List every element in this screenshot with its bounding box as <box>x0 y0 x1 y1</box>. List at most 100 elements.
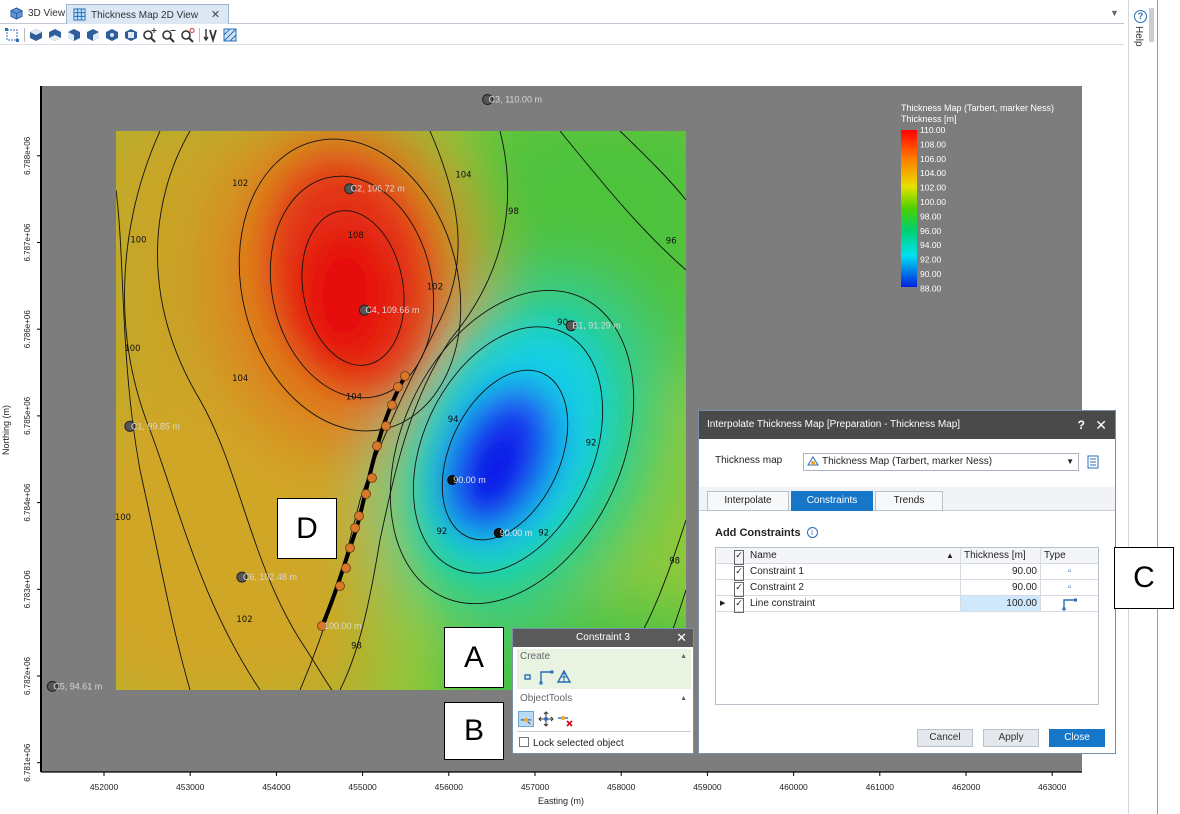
well-label: C1, 99.85 m <box>131 421 180 431</box>
tab-thickness-map-2d[interactable]: Thickness Map 2D View ✕ <box>66 4 230 24</box>
contour-label: 104 <box>455 170 471 180</box>
column-name[interactable]: Name <box>750 550 777 561</box>
apply-button[interactable]: Apply <box>983 729 1039 747</box>
row-checkbox[interactable]: ✓ <box>734 566 744 581</box>
column-type[interactable]: Type <box>1040 548 1098 563</box>
dialog-help-button[interactable]: ? <box>1077 418 1085 432</box>
x-tick-label: 459000 <box>693 782 722 792</box>
polygon-constraint-icon[interactable] <box>556 669 572 685</box>
well-marker[interactable] <box>46 680 58 692</box>
constraint-point-marker[interactable] <box>447 475 458 486</box>
select-tool-icon[interactable] <box>518 711 534 727</box>
legend-value: 88.00 <box>920 283 942 293</box>
view-top-icon[interactable] <box>28 27 44 43</box>
column-thickness[interactable]: Thickness [m] <box>960 548 1040 563</box>
well-markers[interactable]: C3, 110.00 m C2, 106.72 m C4, 109.66 m B1, … <box>46 93 621 692</box>
vertical-exaggeration-icon[interactable] <box>203 27 219 43</box>
thickness-map-select[interactable]: Thickness Map (Tarbert, marker Ness) ▼ <box>803 453 1079 471</box>
constraint3-close-icon[interactable]: ✕ <box>676 630 687 645</box>
properties-icon[interactable] <box>1087 455 1099 469</box>
y-tick-label: 6.785e+06 <box>23 396 32 435</box>
well-marker[interactable] <box>124 420 136 432</box>
info-icon[interactable]: i <box>806 527 818 538</box>
x-tick-label: 454000 <box>262 782 291 792</box>
select-all-checkbox[interactable]: ✓ <box>734 550 744 565</box>
expand-arrow-icon[interactable]: ▶ <box>720 600 726 607</box>
x-axis-label: Easting (m) <box>538 796 584 806</box>
row-thickness[interactable]: 90.00 <box>960 564 1037 579</box>
add-constraints-title: Add Constraints <box>715 527 801 539</box>
constraint-point-markers[interactable]: 90.00 m 90.00 m <box>447 475 533 538</box>
legend-value: 98.00 <box>920 211 942 221</box>
view-left-icon[interactable] <box>104 27 120 43</box>
create-section-label: Create <box>520 651 551 662</box>
y-tick-label: 6.788e+06 <box>23 136 32 175</box>
table-header: ✓ Name ▲ Thickness [m] Type <box>716 548 1098 565</box>
x-tick-labels: 452000 453000 454000 455000 456000 457000 4580… <box>90 772 1067 792</box>
well-marker[interactable] <box>565 320 577 332</box>
tab-constraints[interactable]: Constraints <box>791 491 873 511</box>
interpolate-dialog: Interpolate Thickness Map [Preparation -… <box>698 410 1116 754</box>
line-constraint-label: 100.00 m <box>324 621 362 631</box>
well-label: C4, 109.66 m <box>365 305 419 315</box>
tabs-dropdown-icon[interactable]: ▼ <box>1110 8 1119 18</box>
well-marker[interactable] <box>344 183 356 195</box>
sort-icon[interactable]: ▲ <box>946 551 954 560</box>
table-row[interactable]: ✓ Constraint 1 90.00 ▫ <box>716 564 1098 581</box>
view-bottom-icon[interactable] <box>47 27 63 43</box>
view-back-icon[interactable] <box>85 27 101 43</box>
collapse-icon[interactable]: ▲ <box>680 695 687 702</box>
tab-trends[interactable]: Trends <box>875 491 943 511</box>
row-thickness[interactable]: 100.00 <box>960 596 1040 611</box>
close-button[interactable]: Close <box>1049 729 1105 747</box>
legend: Thickness Map (Tarbert, marker Ness) Thi… <box>901 103 1054 293</box>
chevron-down-icon[interactable]: ▼ <box>1066 457 1074 466</box>
row-checkbox[interactable]: ✓ <box>734 582 744 597</box>
well-marker[interactable] <box>482 93 494 105</box>
row-name: Line constraint <box>750 598 816 609</box>
dialog-close-icon[interactable]: ✕ <box>1095 417 1107 433</box>
contour-label: 90 <box>557 318 568 328</box>
contour-label: 92 <box>586 438 597 448</box>
table-row[interactable]: ✓ Constraint 2 90.00 ▫ <box>716 580 1098 597</box>
tab-interpolate[interactable]: Interpolate <box>707 491 789 511</box>
view-right-icon[interactable] <box>123 27 139 43</box>
create-section[interactable]: Create ▲ <box>517 649 691 665</box>
tab-3d-view[interactable]: 3D View <box>4 4 73 24</box>
x-tick-label: 456000 <box>435 782 464 792</box>
contour-label: 98 <box>669 556 680 566</box>
lock-checkbox[interactable] <box>519 737 529 747</box>
cancel-button[interactable]: Cancel <box>917 729 973 747</box>
point-constraint-icon[interactable] <box>520 669 536 685</box>
zoom-out-icon[interactable] <box>161 27 177 43</box>
map-frame-icon[interactable] <box>222 27 238 43</box>
close-tab-icon[interactable]: ✕ <box>210 9 221 21</box>
zoom-in-icon[interactable] <box>142 27 158 43</box>
constraint-point-marker[interactable] <box>493 527 504 538</box>
delete-node-icon[interactable] <box>557 711 573 727</box>
well-marker[interactable] <box>236 571 248 583</box>
line-constraint-icon[interactable] <box>538 669 554 685</box>
help-panel[interactable]: ? Help <box>1128 0 1158 814</box>
grid-icon <box>73 8 86 21</box>
zoom-reset-icon[interactable] <box>180 27 196 43</box>
objecttools-section[interactable]: ObjectTools ▲ <box>517 691 691 707</box>
legend-value: 100.00 <box>920 197 946 207</box>
collapse-icon[interactable]: ▲ <box>680 653 687 660</box>
row-thickness[interactable]: 90.00 <box>960 580 1037 595</box>
contour-label: 104 <box>346 392 362 402</box>
contour-label: 102 <box>232 179 248 189</box>
table-row[interactable]: ▶ ✓ Line constraint 100.00 <box>716 596 1098 613</box>
help-scrollbar[interactable] <box>1149 8 1154 42</box>
view-tabs: 3D View Thickness Map 2D View ✕ ▼ <box>0 0 1124 24</box>
line-constraint-nodes[interactable] <box>317 371 410 631</box>
well-marker[interactable] <box>358 304 370 316</box>
well-label: C2, 106.72 m <box>351 184 405 194</box>
help-icon[interactable]: ? <box>1134 10 1147 23</box>
view-front-icon[interactable] <box>66 27 82 43</box>
lock-selected-object[interactable]: Lock selected object <box>519 737 624 749</box>
move-tool-icon[interactable] <box>538 711 554 727</box>
constraint3-titlebar: Constraint 3 ✕ <box>513 629 693 647</box>
row-checkbox[interactable]: ✓ <box>734 598 744 613</box>
fit-view-icon[interactable] <box>4 27 20 43</box>
